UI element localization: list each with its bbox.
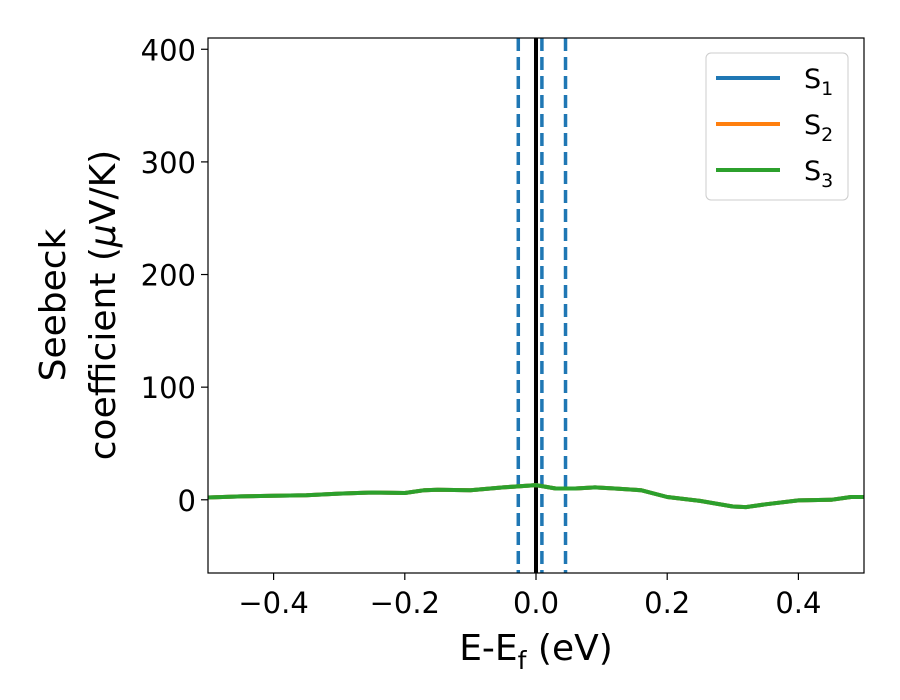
x-axis-title: E-Ef (eV) bbox=[459, 628, 613, 675]
legend-label-s3: S3 bbox=[804, 156, 833, 192]
x-tick-label: −0.4 bbox=[238, 586, 308, 620]
y-tick-label: 100 bbox=[141, 371, 196, 405]
y-tick-label: 200 bbox=[141, 259, 196, 293]
legend-box bbox=[705, 52, 849, 201]
y-tick-label: 300 bbox=[141, 146, 196, 180]
y-tick-label: 400 bbox=[141, 33, 196, 67]
legend: S1 S2 S3 bbox=[705, 52, 849, 201]
y-tick-label: 0 bbox=[178, 484, 196, 518]
x-tick-label: 0.4 bbox=[775, 586, 821, 620]
x-tick-label: 0.0 bbox=[513, 586, 559, 620]
y-axis-title-line1: Seebeck bbox=[33, 228, 74, 381]
x-tick-label: −0.2 bbox=[370, 586, 440, 620]
series-line-s3 bbox=[208, 483, 864, 510]
x-tick-label: 0.2 bbox=[644, 586, 690, 620]
y-axis-title: Seebeck coefficient (μV/K) bbox=[33, 150, 124, 460]
legend-label-s1: S1 bbox=[804, 64, 833, 100]
y-axis-title-line2: coefficient (μV/K) bbox=[83, 150, 124, 460]
legend-label-s2: S2 bbox=[804, 110, 833, 146]
axes: −0.4 −0.2 0.0 0.2 0.4 0 100 200 300 400 E-Ef (eV) S… bbox=[33, 33, 865, 675]
plot-area bbox=[208, 38, 864, 573]
